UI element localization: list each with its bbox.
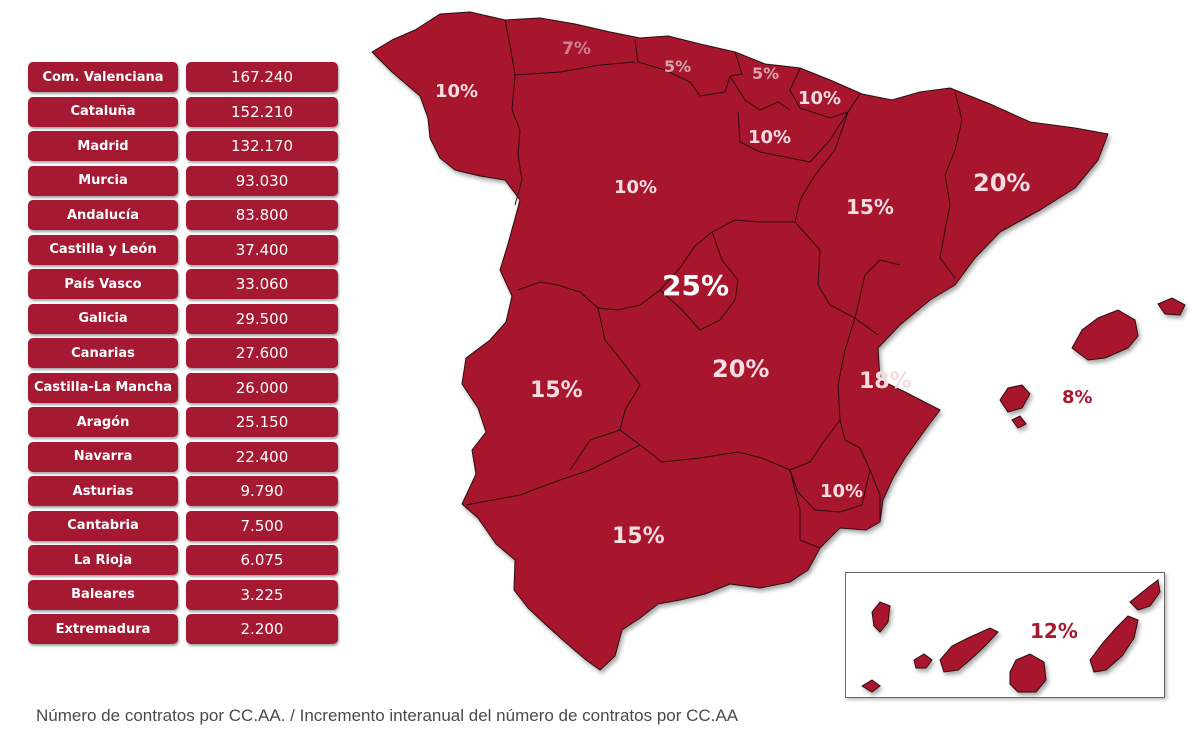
contracts-value: 29.500	[186, 303, 338, 334]
contracts-value: 37.400	[186, 234, 338, 265]
label-castilla-la-mancha: 20%	[712, 355, 769, 383]
table-row: País Vasco 33.060	[28, 269, 340, 299]
contracts-value: 93.030	[186, 165, 338, 196]
contracts-value: 33.060	[186, 269, 338, 299]
region-name: Cataluña	[28, 96, 178, 127]
contracts-value: 22.400	[186, 441, 338, 472]
label-murcia: 10%	[820, 481, 863, 502]
region-borders	[465, 19, 963, 549]
region-name: Castilla y León	[28, 234, 178, 265]
region-name: Canarias	[28, 338, 178, 368]
table-row: Cantabria 7.500	[28, 510, 340, 541]
table-row: Cataluña 152.210	[28, 96, 340, 127]
canarias-inset-frame	[845, 572, 1165, 698]
region-labels: 10% 7% 5% 5% 10% 10% 10% 15% 20% 25% 20%…	[435, 39, 1093, 643]
table-row: Andalucía 83.800	[28, 200, 340, 230]
contracts-value: 152.210	[186, 96, 338, 127]
table-row: Canarias 27.600	[28, 338, 340, 368]
label-cantabria: 5%	[664, 57, 691, 76]
region-name: País Vasco	[28, 269, 178, 299]
canarias-islands	[861, 579, 1161, 693]
contracts-value: 26.000	[186, 372, 338, 403]
caption: Número de contratos por CC.AA. / Increme…	[36, 706, 739, 725]
label-madrid: 25%	[662, 269, 729, 302]
region-name: Extremadura	[28, 614, 178, 644]
table-row: Galicia 29.500	[28, 303, 340, 334]
label-extremadura: 15%	[530, 378, 583, 403]
label-canarias: 12%	[1030, 619, 1078, 643]
region-name: Cantabria	[28, 510, 178, 541]
region-name: Murcia	[28, 165, 178, 196]
region-name: La Rioja	[28, 545, 178, 575]
label-pais-vasco: 5%	[752, 64, 779, 83]
region-name: Aragón	[28, 407, 178, 437]
table-row: Castilla-La Mancha 26.000	[28, 372, 340, 403]
region-name: Com. Valenciana	[28, 62, 178, 92]
label-valencia: 18%	[859, 369, 912, 394]
label-navarra: 10%	[798, 88, 841, 109]
contracts-value: 132.170	[186, 131, 338, 161]
table-row: La Rioja 6.075	[28, 545, 340, 575]
table-row: Navarra 22.400	[28, 441, 340, 472]
contracts-value: 6.075	[186, 545, 338, 575]
contracts-value: 9.790	[186, 476, 338, 506]
region-name: Navarra	[28, 441, 178, 472]
label-galicia: 10%	[435, 81, 478, 102]
contracts-value: 27.600	[186, 338, 338, 368]
region-name: Asturias	[28, 476, 178, 506]
table-row: Com. Valenciana 167.240	[28, 62, 340, 92]
region-name: Baleares	[28, 579, 178, 610]
label-aragon: 15%	[846, 195, 894, 219]
label-andalucia: 15%	[612, 524, 665, 549]
table-row: Madrid 132.170	[28, 131, 340, 161]
contracts-value: 3.225	[186, 579, 338, 610]
table-row: Extremadura 2.200	[28, 614, 340, 644]
table-row: Baleares 3.225	[28, 579, 340, 610]
region-name: Galicia	[28, 303, 178, 334]
region-name: Andalucía	[28, 200, 178, 230]
label-cataluna: 20%	[973, 169, 1030, 197]
table-row: Murcia 93.030	[28, 165, 340, 196]
contracts-value: 83.800	[186, 200, 338, 230]
contracts-value: 167.240	[186, 62, 338, 92]
contracts-value: 25.150	[186, 407, 338, 437]
label-asturias: 7%	[562, 39, 591, 59]
region-name: Madrid	[28, 131, 178, 161]
table-row: Castilla y León 37.400	[28, 234, 340, 265]
label-baleares: 8%	[1062, 387, 1093, 408]
region-name: Castilla-La Mancha	[28, 372, 178, 403]
baleares-islands	[999, 297, 1186, 429]
contracts-value: 7.500	[186, 510, 338, 541]
table-row: Asturias 9.790	[28, 476, 340, 506]
label-la-rioja: 10%	[748, 127, 791, 148]
contracts-value: 2.200	[186, 614, 338, 644]
label-castilla-leon: 10%	[614, 177, 657, 198]
table-row: Aragón 25.150	[28, 407, 340, 437]
